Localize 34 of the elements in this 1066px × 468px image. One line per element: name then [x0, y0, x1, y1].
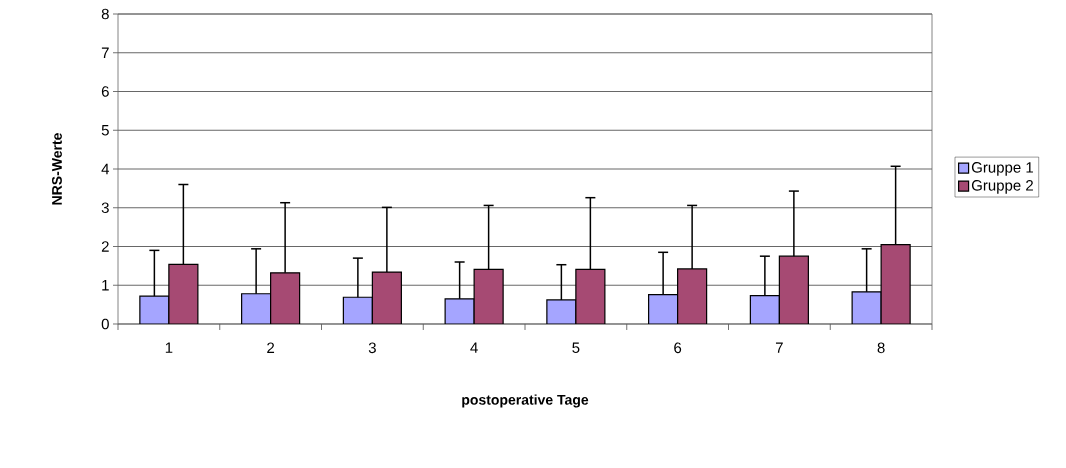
bar: [749, 295, 780, 324]
bar: [342, 296, 373, 324]
y-tick-label: 7: [101, 47, 109, 58]
x-tick-label: 7: [775, 342, 783, 353]
legend-label: Gruppe 2: [971, 180, 1033, 194]
bar: [880, 243, 911, 324]
bar: [851, 291, 882, 324]
bar: [677, 268, 708, 324]
y-tick-label: 3: [101, 202, 109, 214]
x-tick-label: 3: [368, 342, 376, 354]
x-tick-label: 5: [572, 342, 580, 353]
y-tick-label: 2: [101, 241, 109, 252]
x-axis-title: postoperative Tage: [462, 394, 589, 408]
bar: [575, 268, 606, 324]
y-tick-label: 5: [101, 125, 109, 136]
bar: [778, 255, 809, 324]
y-tick-label: 4: [101, 163, 110, 175]
x-tick-label: 2: [267, 342, 275, 353]
bar: [168, 263, 199, 324]
bar: [270, 272, 301, 324]
y-tick-label: 8: [101, 8, 109, 20]
bar: [241, 293, 272, 324]
bar: [371, 271, 402, 324]
x-tick-label: 4: [470, 342, 478, 353]
bar: [473, 268, 504, 324]
y-tick-label: 0: [101, 318, 109, 330]
y-axis-title: NRS-Werte: [51, 133, 62, 205]
x-tick-label: 1: [165, 342, 173, 353]
legend-label: Gruppe 1: [971, 162, 1033, 176]
x-tick-label: 6: [674, 342, 682, 354]
x-tick-label: 8: [877, 342, 885, 354]
y-tick-label: 6: [101, 86, 109, 97]
bar: [648, 293, 679, 324]
y-tick-label: 1: [102, 280, 109, 291]
